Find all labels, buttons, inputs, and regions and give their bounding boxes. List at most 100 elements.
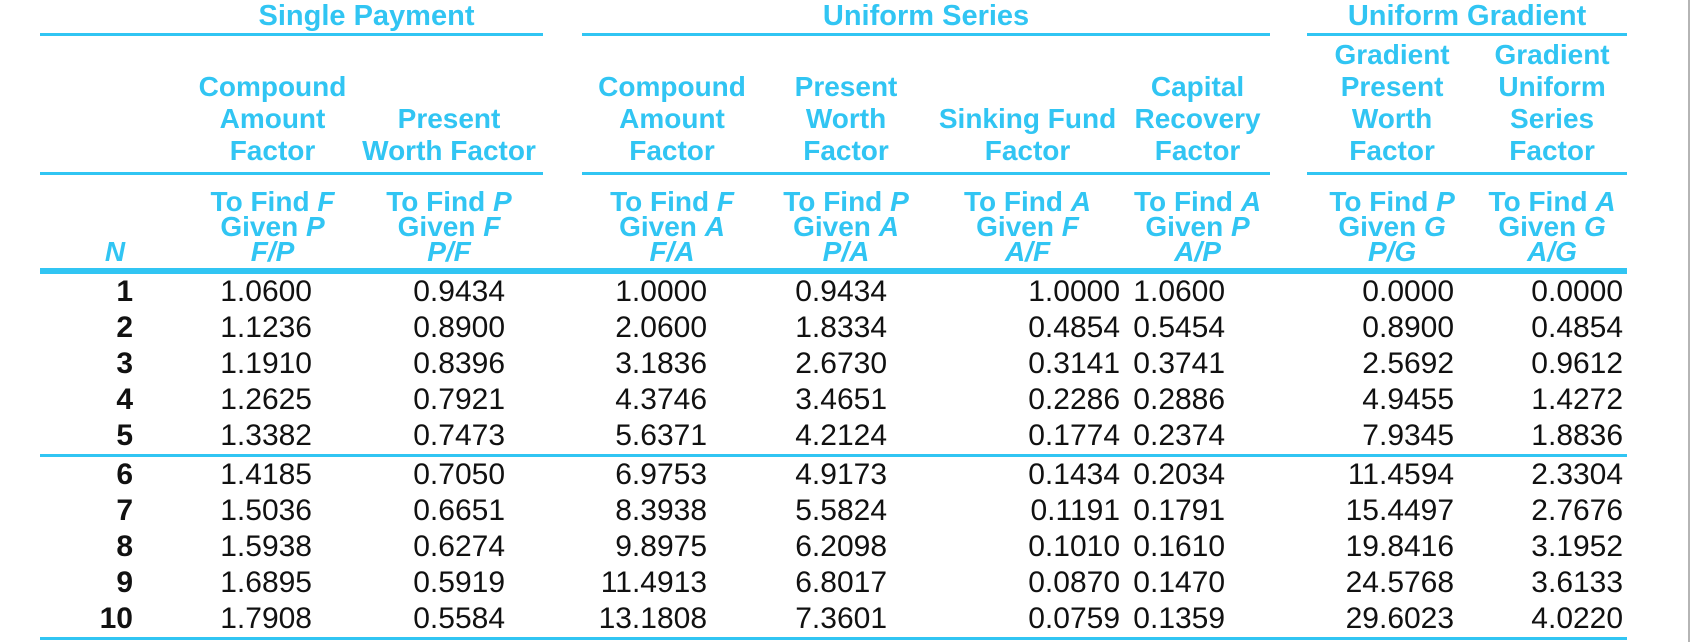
column-gap (1270, 173, 1308, 274)
table-cell: 0.3141 (1028, 347, 1121, 380)
header-pg: To Find P Given G P/G (1307, 173, 1478, 274)
group-title-single-payment: Single Payment (40, 0, 544, 36)
header-gradient-uniform-series-factor: Gradient Uniform Series Factor (1477, 34, 1628, 175)
table-cell: 1.5938 (220, 530, 312, 563)
to-find-row: N To Find F Given P F/P To Find P Given … (40, 173, 1628, 274)
table-cell: 0.0000 (1362, 275, 1455, 308)
table-cell: 0.1774 (930, 418, 1126, 457)
table-cell: 0.7921 (413, 383, 506, 416)
table-cell: 0.8396 (413, 347, 506, 380)
table-cell: 3.1952 (1531, 530, 1624, 563)
column-gap (543, 271, 582, 310)
row-n-cell: 6 (116, 458, 133, 491)
header-fp: To Find F Given P F/P (190, 173, 355, 274)
table-row: 2 1.1236 0.8900 2.0600 1.8334 0.4854 0.5454 0.8… (40, 310, 1627, 346)
table-cell: 6.9753 (615, 458, 708, 491)
table-cell: 1.3382 (190, 418, 355, 457)
table-cell: 4.9173 (795, 458, 888, 491)
table-cell: 0.0870 (1028, 566, 1121, 599)
table-cell: 0.2374 (1125, 418, 1271, 457)
column-gap (543, 35, 582, 174)
table-row: 5 1.3382 0.7473 5.6371 4.2124 0.1774 0.2374 7.9… (40, 418, 1628, 457)
column-gap (1270, 271, 1307, 310)
table-cell: 0.2886 (1133, 383, 1226, 416)
table-cell: 3.4651 (795, 383, 888, 416)
table-cell: 0.9434 (795, 275, 888, 308)
table-cell: 1.5036 (220, 494, 312, 527)
header-gradient-present-worth-factor: Gradient Present Worth Factor (1307, 34, 1478, 175)
header-ag: To Find A Given G A/G (1477, 173, 1628, 274)
table-cell: 0.9612 (1531, 347, 1624, 380)
column-gap (1270, 529, 1307, 565)
page-edge-line (1688, 0, 1690, 642)
column-gap (543, 565, 582, 601)
table-cell: 5.5824 (795, 494, 888, 527)
column-gap (1270, 418, 1308, 457)
header-pf: To Find P Given F P/F (355, 173, 544, 274)
table-cell: 3.6133 (1531, 566, 1624, 599)
header-capital-recovery-factor: Capital Recovery Factor (1125, 34, 1271, 175)
row-n-cell: 2 (116, 311, 133, 344)
group-title-uniform-series: Uniform Series (582, 0, 1271, 36)
column-gap (1270, 35, 1307, 174)
row-n-cell: 4 (116, 383, 133, 416)
table-cell: 13.1808 (582, 601, 763, 640)
table-cell: 7.3601 (762, 601, 931, 640)
column-gap (543, 382, 582, 418)
row-n-cell: 1 (116, 275, 133, 308)
table-row: 1 1.0600 0.9434 1.0000 0.9434 1.0000 1.0600 0.0… (40, 271, 1627, 310)
table-cell: 0.3741 (1133, 347, 1226, 380)
column-gap (1270, 0, 1307, 35)
table-cell: 2.0600 (615, 311, 708, 344)
table-cell: 1.2625 (220, 383, 312, 416)
table-cell: 6.2098 (795, 530, 888, 563)
table-cell: 0.8900 (1362, 311, 1455, 344)
table-cell: 19.8416 (1345, 530, 1455, 563)
table-cell: 1.0000 (615, 275, 708, 308)
table-cell: 1.8334 (795, 311, 888, 344)
table-cell: 0.5919 (413, 566, 506, 599)
header-af: To Find A Given F A/F (930, 173, 1126, 274)
table-cell: 1.6895 (220, 566, 312, 599)
group-title-uniform-gradient: Uniform Gradient (1307, 0, 1628, 36)
column-gap (1270, 310, 1307, 346)
column-gap (543, 529, 582, 565)
row-n-cell: 10 (40, 601, 190, 640)
table-cell: 0.5584 (355, 601, 544, 640)
table-cell: 0.7473 (355, 418, 544, 457)
column-gap (1270, 456, 1307, 494)
interest-factor-table: Single Payment Uniform Series Uniform Gr… (40, 0, 1628, 640)
table-cell: 0.8900 (413, 311, 506, 344)
table-cell: 2.7676 (1531, 494, 1624, 527)
table-cell: 4.9455 (1362, 383, 1455, 416)
table-cell: 11.4913 (600, 566, 708, 599)
table-row: 7 1.5036 0.6651 8.3938 5.5824 0.1191 0.1791 15.… (40, 493, 1627, 529)
table-cell: 1.7908 (190, 601, 355, 640)
table-cell: 1.1910 (220, 347, 312, 380)
table-row: 4 1.2625 0.7921 4.3746 3.4651 0.2286 0.2886 4.9… (40, 382, 1627, 418)
table-cell: 0.7050 (413, 458, 506, 491)
table-cell: 1.0600 (220, 275, 312, 308)
column-gap (543, 310, 582, 346)
table-cell: 2.5692 (1362, 347, 1455, 380)
table-cell: 29.6023 (1307, 601, 1478, 640)
table-cell: 4.2124 (762, 418, 931, 457)
row-n-cell: 8 (116, 530, 133, 563)
table-cell: 0.1010 (1028, 530, 1121, 563)
header-n: N (40, 173, 190, 274)
column-gap (543, 0, 582, 35)
table-cell: 1.4272 (1531, 383, 1624, 416)
column-gap (543, 493, 582, 529)
header-present-worth-factor-sp: Present Worth Factor (355, 34, 544, 175)
column-gap (1270, 493, 1307, 529)
table-cell: 0.9434 (413, 275, 506, 308)
table-cell: 4.0220 (1477, 601, 1628, 640)
table-cell: 0.6651 (413, 494, 506, 527)
table-cell: 0.4854 (1531, 311, 1624, 344)
table-cell: 5.6371 (582, 418, 763, 457)
header-n-spacer (40, 34, 190, 175)
table-cell: 11.4594 (1347, 458, 1455, 491)
table-cell: 3.1836 (615, 347, 708, 380)
table-cell: 0.2286 (1028, 383, 1121, 416)
column-gap (543, 456, 582, 494)
